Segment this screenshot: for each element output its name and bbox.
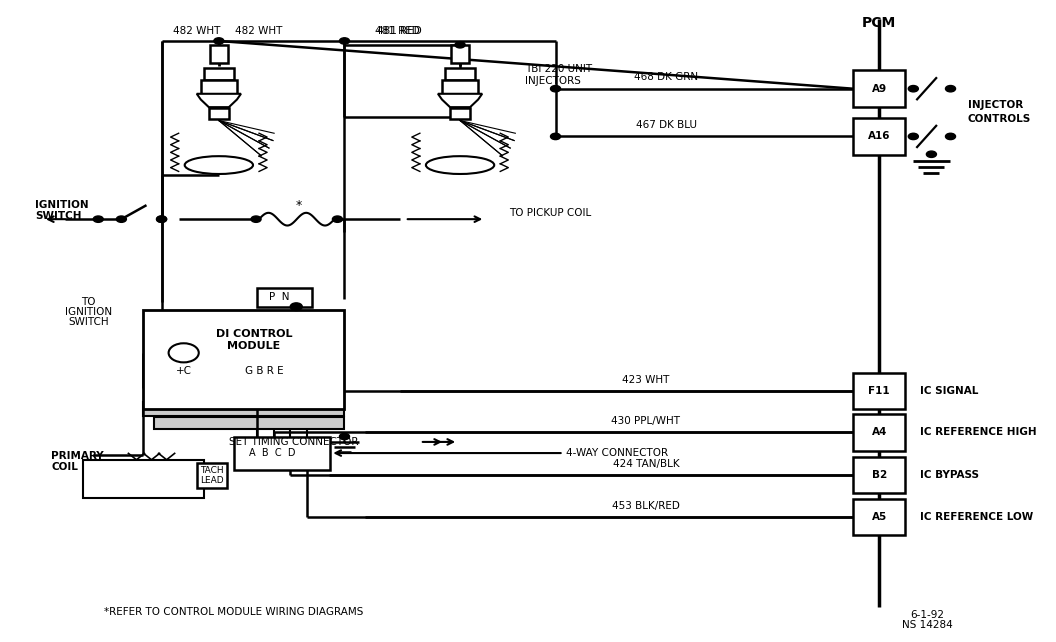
Text: 482 WHT: 482 WHT: [173, 26, 221, 37]
Text: A16: A16: [868, 132, 890, 141]
Text: CONTROLS: CONTROLS: [967, 114, 1031, 124]
Text: A9: A9: [871, 83, 887, 94]
Circle shape: [926, 151, 937, 157]
Bar: [853, 456, 905, 494]
Circle shape: [908, 134, 919, 139]
Text: +C: +C: [175, 366, 192, 376]
Text: IC REFERENCE HIGH: IC REFERENCE HIGH: [921, 428, 1037, 437]
Circle shape: [156, 216, 167, 222]
Text: TACH: TACH: [200, 466, 224, 475]
Bar: [853, 499, 905, 535]
Text: A  B  C  D: A B C D: [249, 448, 296, 458]
Text: SET TIMING CONNECTOR: SET TIMING CONNECTOR: [229, 437, 359, 447]
Text: TO: TO: [81, 297, 95, 307]
Text: IC BYPASS: IC BYPASS: [921, 470, 979, 480]
Bar: [257, 288, 312, 307]
Text: COIL: COIL: [51, 462, 78, 473]
Circle shape: [550, 134, 561, 139]
Text: NS 14284: NS 14284: [902, 620, 953, 630]
Text: LEAD: LEAD: [200, 476, 224, 485]
Text: A4: A4: [871, 428, 887, 437]
Bar: [210, 45, 228, 63]
Bar: [450, 108, 470, 119]
Polygon shape: [438, 94, 483, 107]
Circle shape: [339, 38, 350, 44]
Text: F11: F11: [868, 386, 890, 396]
Circle shape: [455, 42, 465, 48]
Bar: [853, 372, 905, 410]
Text: INJECTOR: INJECTOR: [967, 100, 1023, 110]
Bar: [144, 310, 344, 408]
Bar: [144, 402, 344, 416]
Bar: [853, 414, 905, 451]
Bar: [153, 417, 344, 429]
Text: 481 RED: 481 RED: [377, 26, 422, 37]
Circle shape: [945, 85, 956, 92]
Circle shape: [290, 303, 302, 311]
Bar: [204, 68, 234, 80]
Bar: [83, 460, 204, 498]
Text: PRIMARY: PRIMARY: [51, 451, 103, 461]
Ellipse shape: [185, 156, 253, 174]
Text: A5: A5: [871, 512, 887, 522]
Circle shape: [251, 216, 261, 222]
Circle shape: [908, 85, 919, 92]
Text: 467 DK BLU: 467 DK BLU: [636, 120, 697, 130]
Circle shape: [550, 85, 561, 92]
Text: B2: B2: [871, 470, 887, 480]
Text: SWITCH: SWITCH: [68, 317, 109, 327]
Circle shape: [213, 38, 224, 44]
Bar: [234, 437, 329, 469]
Bar: [853, 118, 905, 155]
Circle shape: [156, 216, 167, 222]
Circle shape: [945, 134, 956, 139]
Text: TO PICKUP COIL: TO PICKUP COIL: [509, 208, 591, 218]
Bar: [853, 70, 905, 107]
Circle shape: [339, 433, 350, 440]
Text: 453 BLK/RED: 453 BLK/RED: [612, 501, 680, 510]
Text: INJECTORS: INJECTORS: [526, 76, 581, 86]
Text: SWITCH: SWITCH: [35, 211, 81, 221]
Text: *: *: [296, 198, 302, 212]
Bar: [209, 108, 229, 119]
Polygon shape: [196, 94, 241, 107]
Text: 6-1-92: 6-1-92: [910, 610, 944, 620]
Text: DI CONTROL: DI CONTROL: [215, 329, 293, 339]
Text: IGNITION: IGNITION: [64, 307, 112, 317]
Text: 4-WAY CONNECTOR: 4-WAY CONNECTOR: [566, 448, 667, 458]
Ellipse shape: [426, 156, 494, 174]
Text: TBI 220 UNIT: TBI 220 UNIT: [526, 64, 592, 74]
Text: 482 WHT: 482 WHT: [235, 26, 283, 37]
Bar: [451, 45, 469, 63]
Bar: [201, 80, 237, 94]
Text: IGNITION: IGNITION: [35, 200, 89, 210]
Text: 423 WHT: 423 WHT: [622, 374, 670, 385]
Bar: [445, 68, 475, 80]
Text: 424 TAN/BLK: 424 TAN/BLK: [612, 458, 679, 469]
Bar: [442, 80, 478, 94]
Text: G B R E: G B R E: [245, 366, 283, 376]
Text: IC REFERENCE LOW: IC REFERENCE LOW: [921, 512, 1034, 522]
Text: PCM: PCM: [862, 16, 897, 30]
Text: 481 RED: 481 RED: [375, 26, 420, 37]
Circle shape: [333, 216, 342, 222]
Text: 468 DK GRN: 468 DK GRN: [634, 73, 698, 82]
Text: P  N: P N: [269, 292, 289, 302]
Text: 430 PPL/WHT: 430 PPL/WHT: [611, 416, 680, 426]
Circle shape: [116, 216, 127, 222]
Text: IC SIGNAL: IC SIGNAL: [921, 386, 979, 396]
Text: *REFER TO CONTROL MODULE WIRING DIAGRAMS: *REFER TO CONTROL MODULE WIRING DIAGRAMS: [105, 607, 363, 618]
Text: MODULE: MODULE: [227, 342, 281, 351]
Bar: [196, 463, 227, 489]
Circle shape: [93, 216, 103, 222]
